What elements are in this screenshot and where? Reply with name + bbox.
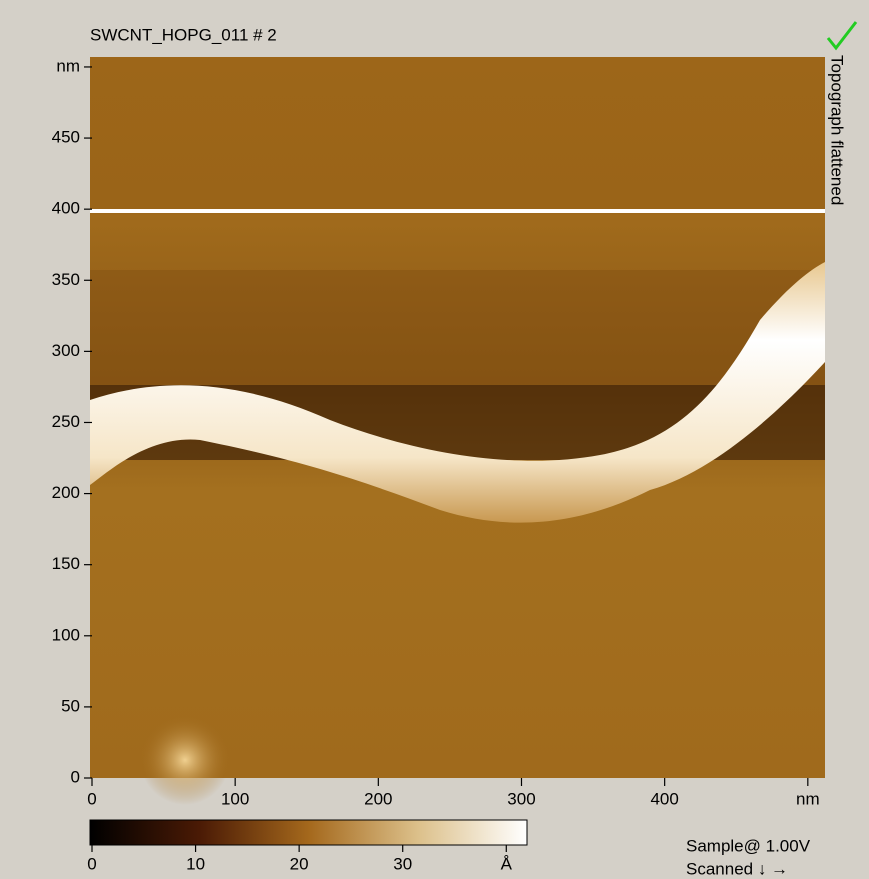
colorbar (89, 819, 528, 846)
y-tick-label: 100 (52, 625, 80, 644)
info-scanned: Scanned ↓ → (686, 859, 788, 878)
x-tick-label: 0 (87, 789, 96, 808)
x-tick-label: nm (796, 789, 820, 808)
y-tick-label: 400 (52, 199, 80, 218)
side-label: Topograph flattened (828, 55, 847, 205)
check-mark (826, 21, 858, 51)
colorbar-tick-label: 30 (393, 854, 412, 873)
x-tick-label: 100 (221, 789, 249, 808)
colorbar-tick-label: 20 (290, 854, 309, 873)
shade-band (90, 270, 825, 385)
scan-image (90, 57, 825, 805)
info-sample: Sample@ 1.00V (686, 836, 811, 855)
bright-spot (140, 715, 230, 805)
y-tick-label: 200 (52, 483, 80, 502)
x-tick-label: 200 (364, 789, 392, 808)
x-tick-label: 400 (650, 789, 678, 808)
colorbar-tick-label: 0 (87, 854, 96, 873)
scan-glitch-line (90, 209, 825, 213)
y-tick-label: 0 (71, 767, 80, 786)
x-tick-label: 300 (507, 789, 535, 808)
colorbar-tick-label: 10 (186, 854, 205, 873)
y-tick-label: 50 (61, 696, 80, 715)
y-tick-label: 450 (52, 128, 80, 147)
colorbar-tick-label: Å (501, 854, 513, 873)
y-tick-label: 350 (52, 270, 80, 289)
y-tick-label: 300 (52, 341, 80, 360)
nanotube (90, 262, 825, 523)
y-tick-label: 250 (52, 412, 80, 431)
y-tick-label: 150 (52, 554, 80, 573)
image-title: SWCNT_HOPG_011 # 2 (90, 25, 277, 44)
y-tick-label: nm (56, 56, 80, 75)
